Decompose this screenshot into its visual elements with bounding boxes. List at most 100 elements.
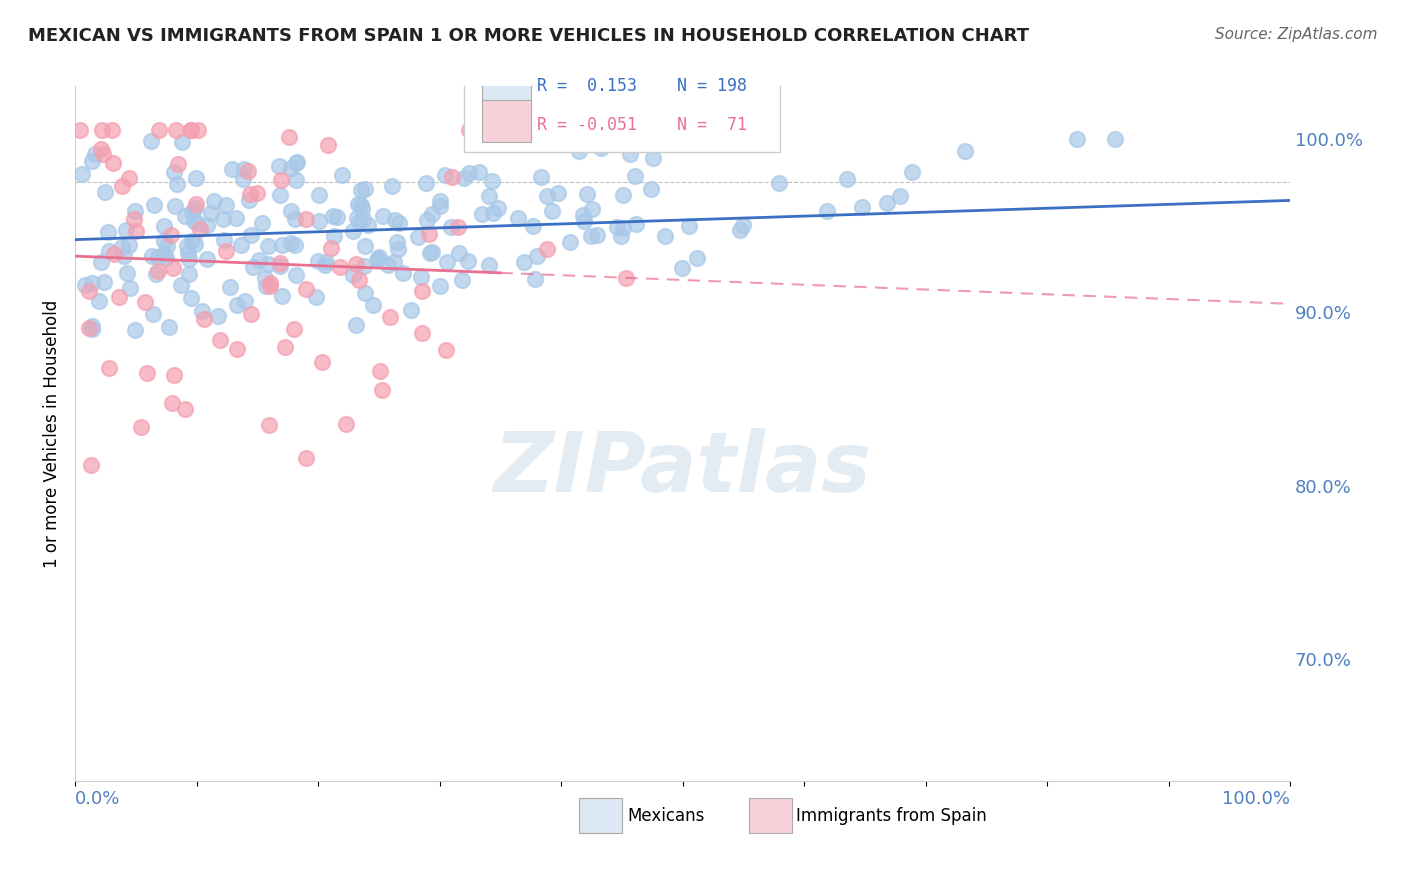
Point bbox=[125, 224, 148, 238]
Point bbox=[837, 172, 859, 186]
Point bbox=[280, 203, 302, 218]
Point bbox=[221, 162, 243, 177]
Point bbox=[477, 188, 499, 202]
Point bbox=[209, 333, 232, 347]
Point bbox=[576, 187, 599, 202]
Point bbox=[457, 165, 479, 179]
Point bbox=[353, 259, 375, 273]
FancyBboxPatch shape bbox=[482, 100, 530, 142]
Point bbox=[219, 280, 242, 294]
Point bbox=[176, 239, 198, 253]
Point bbox=[524, 272, 547, 286]
Point bbox=[440, 220, 463, 235]
Point bbox=[579, 228, 602, 243]
Point bbox=[686, 251, 709, 265]
Point bbox=[170, 135, 193, 149]
Point bbox=[153, 234, 176, 248]
Point bbox=[122, 211, 145, 226]
Point bbox=[184, 171, 207, 186]
Point bbox=[270, 173, 292, 187]
Point bbox=[82, 319, 104, 334]
Point bbox=[614, 270, 637, 285]
Point bbox=[530, 169, 553, 184]
Point bbox=[409, 270, 432, 285]
Point bbox=[388, 216, 411, 230]
Point bbox=[671, 261, 693, 276]
Point bbox=[90, 123, 112, 137]
Point bbox=[101, 123, 124, 137]
Point bbox=[285, 268, 308, 282]
Point bbox=[82, 153, 104, 168]
Point bbox=[434, 168, 457, 182]
Point bbox=[1104, 131, 1126, 145]
Point bbox=[368, 250, 391, 264]
Point bbox=[111, 178, 134, 193]
Point bbox=[246, 186, 269, 200]
Point bbox=[330, 168, 353, 182]
Point bbox=[581, 202, 603, 216]
Point bbox=[212, 211, 235, 226]
Point bbox=[447, 219, 470, 234]
Point bbox=[179, 252, 201, 267]
Point bbox=[242, 260, 264, 275]
Point bbox=[184, 201, 207, 215]
Point bbox=[350, 202, 373, 216]
Point bbox=[112, 249, 135, 263]
Point bbox=[146, 251, 169, 265]
Point bbox=[322, 228, 344, 243]
Point bbox=[174, 401, 197, 416]
Point bbox=[97, 225, 120, 239]
Point bbox=[163, 368, 186, 382]
Point bbox=[408, 230, 430, 244]
Point bbox=[77, 284, 100, 298]
Point bbox=[326, 210, 349, 224]
Point bbox=[270, 238, 292, 252]
Point bbox=[124, 203, 146, 218]
Point bbox=[139, 134, 162, 148]
Point bbox=[195, 252, 218, 266]
Point bbox=[391, 266, 413, 280]
Point bbox=[352, 212, 374, 227]
Point bbox=[308, 187, 330, 202]
Point bbox=[212, 233, 235, 247]
Point bbox=[135, 366, 157, 380]
Point bbox=[229, 238, 252, 252]
Point bbox=[478, 259, 501, 273]
Point bbox=[350, 198, 373, 212]
Text: Mexicans: Mexicans bbox=[628, 806, 706, 824]
Point bbox=[307, 254, 329, 268]
Point bbox=[84, 146, 107, 161]
Point bbox=[184, 237, 207, 252]
Point bbox=[80, 276, 103, 290]
Point bbox=[180, 123, 202, 137]
Point bbox=[420, 245, 443, 260]
Point bbox=[851, 200, 873, 214]
Point bbox=[167, 157, 190, 171]
Point bbox=[180, 234, 202, 248]
Point bbox=[606, 219, 628, 234]
Point bbox=[94, 185, 117, 199]
Point bbox=[730, 222, 752, 236]
Point bbox=[612, 221, 634, 235]
Point bbox=[257, 239, 280, 253]
Point bbox=[371, 209, 394, 223]
Point bbox=[508, 211, 530, 226]
Point bbox=[166, 177, 188, 191]
Point bbox=[188, 221, 211, 235]
Point bbox=[215, 244, 238, 258]
Point bbox=[184, 197, 207, 211]
Y-axis label: 1 or more Vehicles in Household: 1 or more Vehicles in Household bbox=[44, 300, 60, 568]
Point bbox=[467, 165, 489, 179]
Point bbox=[215, 198, 238, 212]
Point bbox=[179, 267, 201, 281]
Point bbox=[117, 238, 139, 252]
FancyBboxPatch shape bbox=[579, 798, 621, 833]
Point bbox=[571, 208, 593, 222]
Point bbox=[155, 251, 177, 265]
Point bbox=[366, 252, 388, 267]
Point bbox=[385, 235, 408, 249]
Point bbox=[619, 147, 641, 161]
Point bbox=[225, 342, 247, 356]
Point bbox=[731, 219, 754, 233]
Point bbox=[162, 260, 184, 275]
